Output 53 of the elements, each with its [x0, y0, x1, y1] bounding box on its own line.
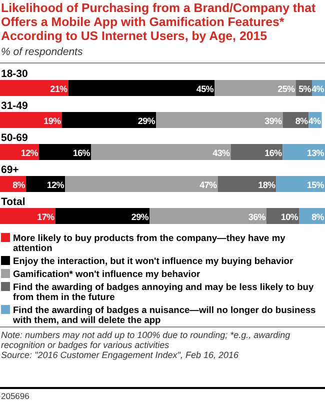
data-label: 8%: [312, 212, 324, 222]
data-label: 18%: [258, 180, 276, 190]
bar: [39, 144, 91, 160]
data-label: 15%: [306, 180, 324, 190]
bar: [55, 208, 150, 224]
bar: [91, 144, 231, 160]
bar: [150, 208, 266, 224]
data-label: 16%: [72, 148, 90, 158]
bar: [68, 80, 214, 96]
chart-subtitle: % of respondents: [1, 46, 84, 58]
bar: [218, 176, 276, 192]
data-label: 36%: [248, 212, 266, 222]
data-label: 13%: [306, 148, 324, 158]
data-label: 12%: [46, 180, 64, 190]
y-tick-label: Total: [1, 196, 26, 208]
bar: [62, 112, 156, 128]
data-label: 43%: [212, 148, 230, 158]
bar: [156, 112, 283, 128]
data-label: 29%: [131, 212, 149, 222]
data-label: 17%: [37, 212, 55, 222]
bar: [65, 176, 218, 192]
bar: [0, 112, 62, 128]
data-label: 39%: [264, 116, 282, 126]
data-label: 8%: [12, 180, 26, 190]
data-label: 25%: [278, 84, 296, 94]
chart-title: Likelihood of Purchasing from a Brand/Company that Offers a Mobile App with Gamification Features* According to US Internet Users, by Age, 2015: [1, 1, 316, 43]
data-label: 45%: [196, 84, 214, 94]
bar: [214, 80, 296, 96]
bar: [230, 144, 283, 160]
text: 205696: [1, 391, 30, 401]
legend-label: More likely to buy products from the company—they have my attention: [13, 233, 286, 253]
data-label: 12%: [20, 148, 38, 158]
y-tick-label: 50-69: [1, 132, 28, 144]
legend-label: Gamification* won't influence my behavior: [13, 269, 201, 279]
legend-label: Enjoy the interaction, but it won't influence my buying behavior: [13, 256, 294, 266]
data-label: 10%: [280, 212, 298, 222]
data-label: 5%: [298, 84, 312, 94]
text: Note: numbers may not add up to 100% due to rounding; *e.g., awarding recognition or badges for various activities: [1, 330, 290, 350]
data-label: 16%: [264, 148, 282, 158]
data-label: 21%: [50, 84, 68, 94]
y-tick-label: 18-30: [1, 68, 28, 80]
bar: [0, 80, 68, 96]
data-label: 19%: [44, 116, 62, 126]
data-label: 47%: [200, 180, 218, 190]
source-note: Source: "2016 Customer Engagement Index", Feb 16, 2016: [1, 350, 239, 360]
data-label: 8%: [295, 116, 308, 126]
y-tick-label: 69+: [1, 164, 19, 176]
y-tick-label: 31-49: [1, 100, 28, 112]
data-label: 29%: [138, 116, 156, 126]
bar: [276, 176, 325, 192]
bar: [0, 208, 56, 224]
legend-label: Find the awarding of badges a nuisance—will no longer do business with them, and will delete the app: [12, 305, 316, 325]
legend-label: Find the awarding of badges annoying and may be less likely to buy from them in the future: [13, 282, 314, 302]
